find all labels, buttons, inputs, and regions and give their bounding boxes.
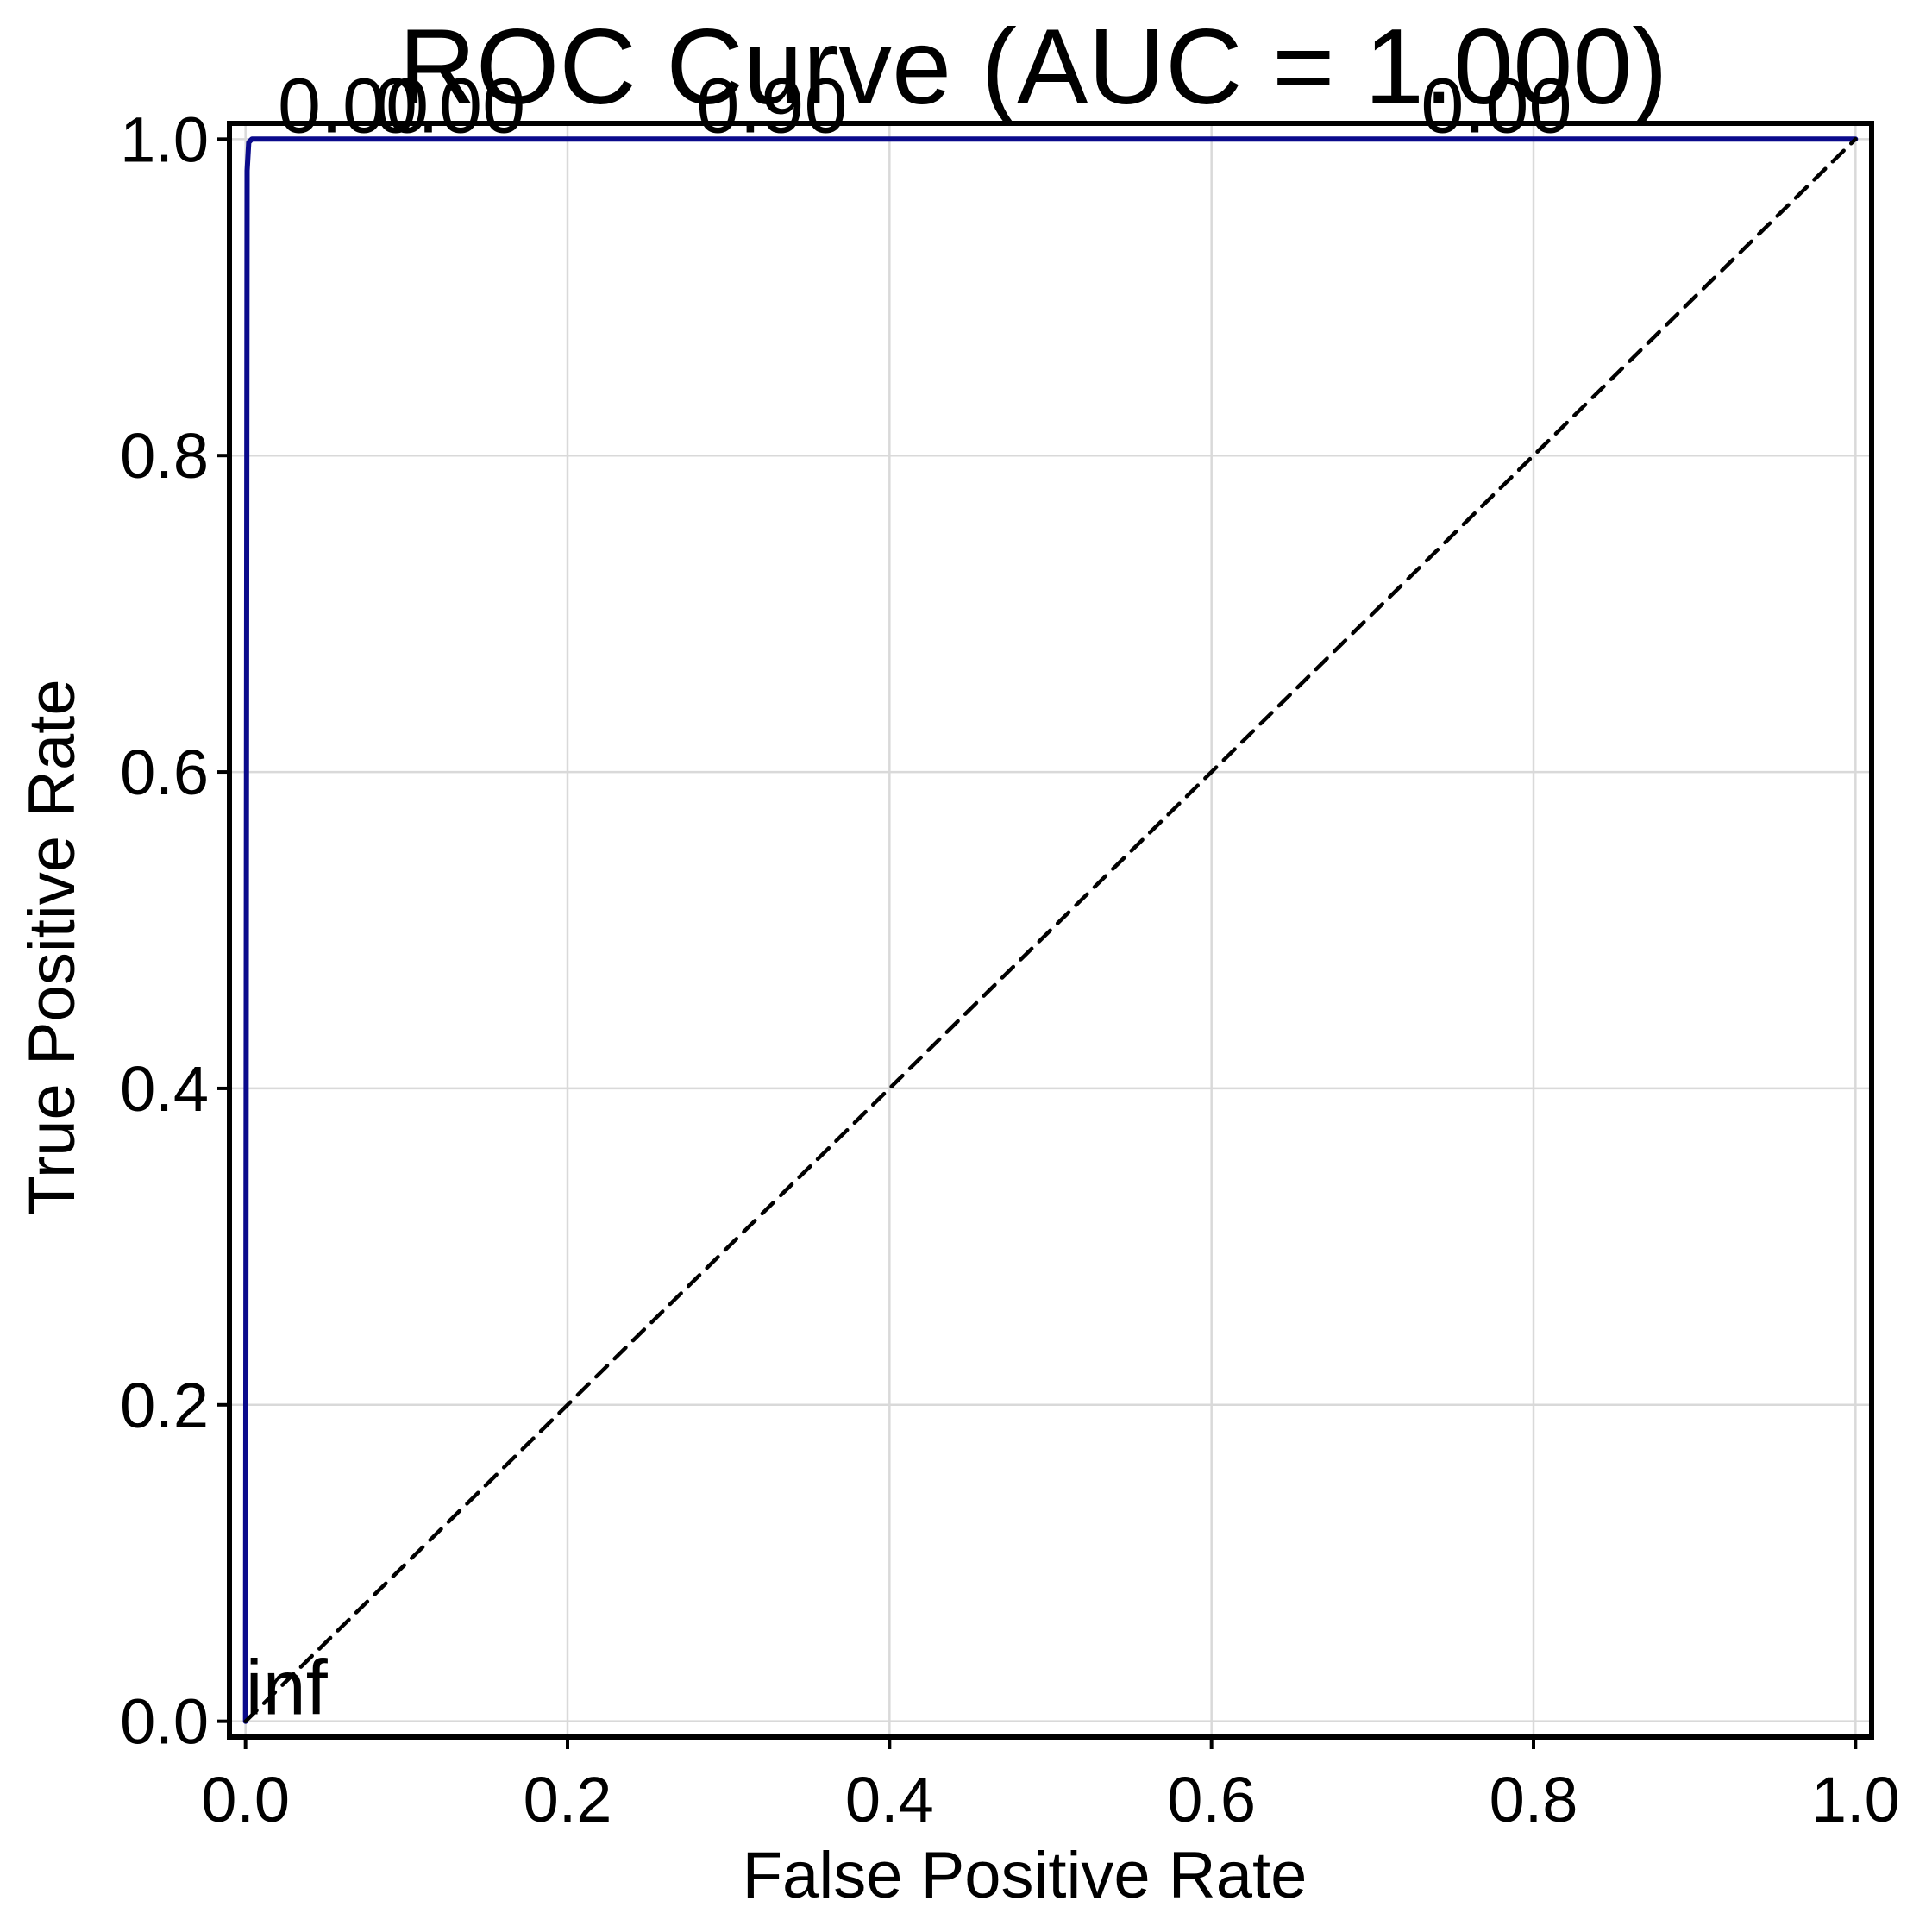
y-tick-label: 0.8: [120, 420, 209, 492]
roc-curve-line: [242, 136, 1859, 1724]
threshold-annotation: 0.00: [278, 63, 429, 149]
y-tick-label: 1.0: [120, 104, 209, 175]
y-tick-label: 0.4: [120, 1053, 209, 1125]
y-tick-label: 0.2: [120, 1370, 209, 1441]
x-tick-label: 0.2: [524, 1764, 612, 1835]
threshold-annotation: 0.00: [1421, 63, 1571, 149]
series-layer: [242, 136, 1859, 1724]
y-tick-label: 0.0: [120, 1686, 209, 1758]
chance-diagonal-line: [243, 137, 1858, 1723]
threshold-annotation: 0.00: [374, 63, 525, 149]
x-tick-label: 0.8: [1490, 1764, 1578, 1835]
plot-frame: [227, 121, 1874, 1740]
y-axis-label: True Positive Rate: [16, 679, 89, 1215]
x-tick-label: 0.6: [1167, 1764, 1256, 1835]
x-axis-label: False Positive Rate: [743, 1839, 1308, 1912]
threshold-annotation: inf: [246, 1646, 329, 1732]
x-tick-label: 1.0: [1811, 1764, 1900, 1835]
threshold-annotation: 0.90: [696, 63, 847, 149]
y-tick-label: 0.6: [120, 737, 209, 808]
chart-title: ROC Curve (AUC = 1.000): [398, 8, 1667, 127]
x-tick-label: 0.4: [845, 1764, 934, 1835]
tick-layer: 0.0 0.2 0.4 0.6 0.8 1.0 0.0 0.2 0.4 0.6 0.8 1.0: [120, 104, 1900, 1835]
x-tick-label: 0.0: [201, 1764, 290, 1835]
